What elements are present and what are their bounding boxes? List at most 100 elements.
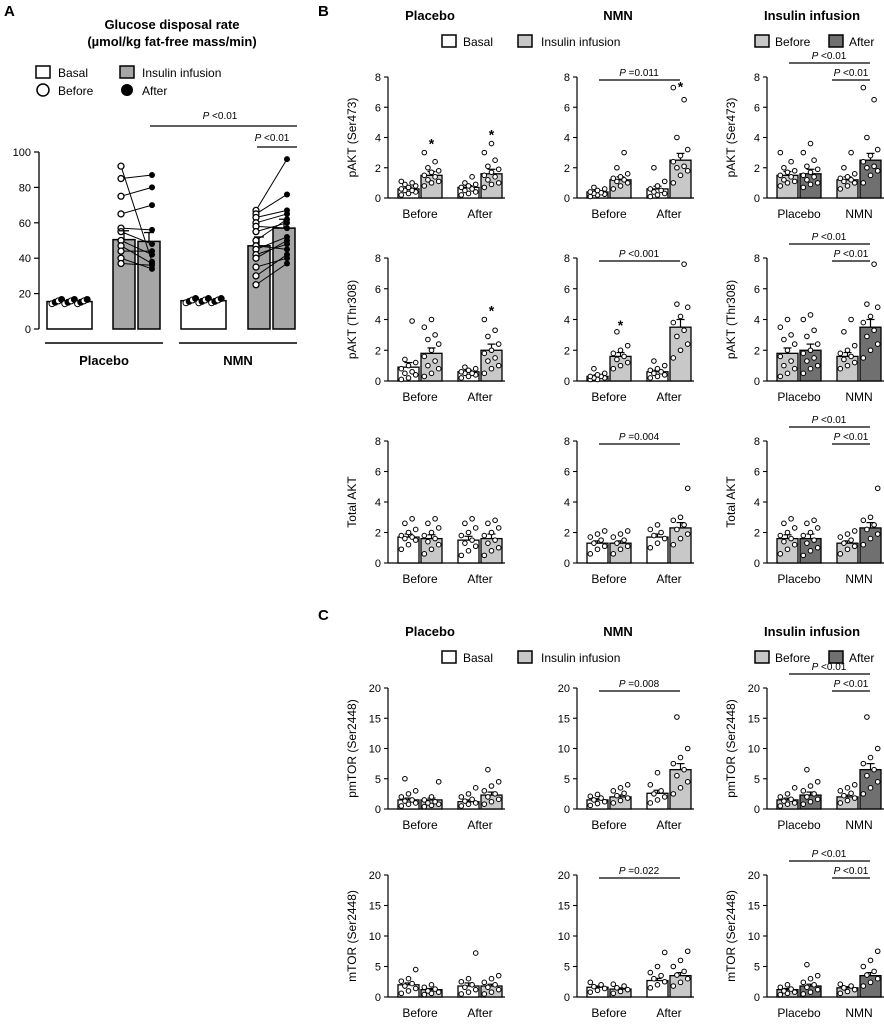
data-point: [402, 181, 408, 188]
data-point: [654, 982, 661, 988]
data-point: [867, 313, 874, 320]
data-point: [777, 373, 784, 380]
data-point: [654, 365, 661, 372]
data-point: [670, 319, 677, 326]
data-point: [867, 535, 874, 542]
data-point: [469, 186, 475, 192]
data-point: [481, 316, 488, 323]
data-point: [807, 140, 814, 147]
data-point: [811, 791, 817, 797]
data-point: [409, 534, 415, 540]
data-point: [871, 968, 877, 975]
data-point: [624, 795, 631, 801]
data-point: [591, 983, 597, 990]
data-point: [601, 370, 608, 377]
data-point: [485, 333, 491, 340]
paired-line: [120, 263, 153, 266]
sig-label: P <0.001: [619, 249, 660, 260]
bar: [669, 159, 692, 199]
data-point: [591, 365, 597, 372]
data-point: [800, 184, 807, 191]
data-point: [651, 164, 657, 171]
data-point: [428, 794, 435, 800]
data-point: [661, 372, 668, 378]
data-point: [617, 362, 624, 369]
data-point: [777, 991, 784, 998]
data-point: [425, 362, 431, 369]
subplot-C6: 0 5 10 15 20 mTOR (Ser2448) Placebo NMN P <0.01 P…: [724, 849, 884, 1020]
bar: [859, 326, 882, 382]
after-point: [284, 191, 290, 198]
data-point: [421, 551, 428, 557]
data-point: [844, 546, 851, 553]
data-point: [670, 517, 677, 524]
y-tick-label: 10: [558, 931, 570, 943]
data-point: [661, 535, 668, 542]
y-tick-label: 8: [375, 253, 381, 265]
paired-line: [255, 263, 288, 286]
significance-star: *: [489, 127, 495, 143]
data-point: [458, 794, 465, 800]
sig-label: P <0.01: [834, 68, 869, 79]
data-point: [658, 368, 664, 375]
data-point: [624, 986, 631, 993]
data-point: [412, 359, 419, 366]
data-point: [791, 525, 798, 531]
data-point: [848, 537, 854, 543]
b-legend-insulin-swatch: [517, 34, 533, 48]
y-tick-label: 5: [375, 774, 381, 786]
x-label: Before: [402, 1006, 438, 1020]
data-point: [654, 797, 661, 803]
y-tick-label: 20: [748, 870, 760, 882]
data-point: [807, 975, 814, 982]
data-point: [807, 169, 814, 176]
legend-insulin-label: Insulin infusion: [142, 66, 221, 80]
data-point: [867, 172, 874, 179]
b-legend-after-label: After: [849, 35, 874, 49]
data-point: [788, 332, 794, 338]
data-point: [874, 304, 881, 311]
data-point: [804, 163, 810, 170]
y-tick-label: 10: [558, 744, 570, 756]
y-tick-label: 0: [754, 193, 760, 205]
data-point: [804, 540, 810, 546]
data-point: [617, 988, 624, 995]
x-label: Before: [591, 390, 627, 404]
data-point: [421, 797, 428, 803]
y-axis-label: Total AKT: [345, 476, 359, 528]
data-point: [674, 714, 680, 720]
data-point: [617, 546, 624, 553]
data-point: [791, 341, 798, 347]
y-tick-label: 2: [375, 345, 381, 357]
b-legend-after-swatch: [828, 34, 844, 48]
data-point: [621, 537, 627, 543]
data-point: [428, 347, 435, 354]
data-point: [661, 190, 668, 197]
data-point: [412, 183, 419, 189]
y-tick-label: 0: [375, 992, 381, 1004]
data-point: [405, 988, 412, 994]
sig-label: P <0.01: [203, 111, 238, 122]
data-point: [654, 540, 661, 546]
data-point: [587, 373, 594, 380]
data-point: [614, 178, 620, 185]
sig-label: P <0.01: [834, 866, 869, 877]
subplot-B1: 0 2 4 6 8 pAKT (Ser473) Before After * *: [345, 72, 505, 221]
data-point: [841, 178, 847, 185]
x-label: NMN: [845, 1006, 872, 1020]
paired-line: [255, 158, 288, 211]
data-point: [841, 540, 847, 546]
data-point: [594, 800, 601, 807]
data-point: [811, 982, 817, 988]
data-point: [864, 972, 870, 978]
data-point: [458, 532, 465, 539]
c-legend-after-swatch: [828, 650, 844, 664]
data-point: [412, 985, 419, 992]
data-point: [425, 800, 431, 806]
data-point: [398, 803, 405, 809]
data-point: [435, 778, 442, 785]
data-point: [495, 166, 502, 173]
data-point: [674, 333, 680, 340]
data-point: [654, 769, 661, 776]
